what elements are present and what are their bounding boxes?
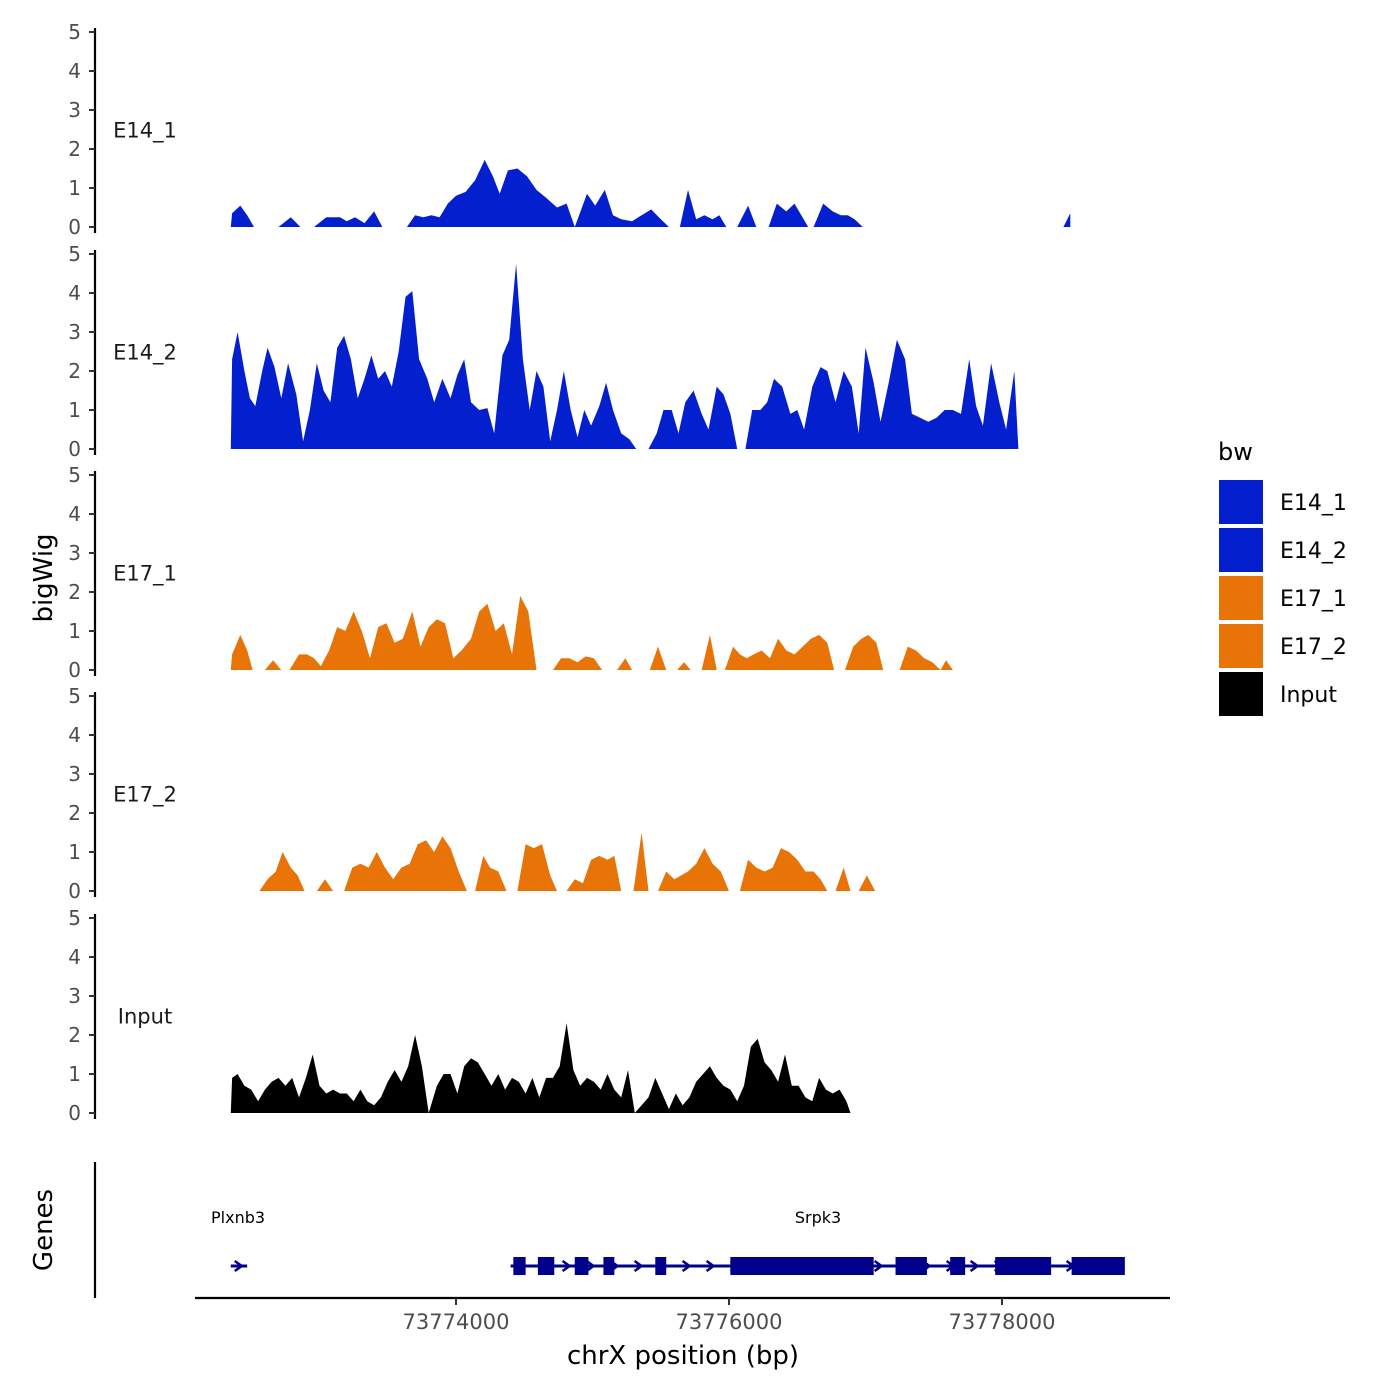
track-Input: 0 1 2 3 4 5 Input xyxy=(68,906,851,1125)
strand-arrow xyxy=(681,1259,692,1273)
strand-arrow xyxy=(705,1259,716,1273)
exon xyxy=(995,1257,1052,1275)
legend-swatch xyxy=(1219,528,1263,572)
track-E17_1: 0 1 2 3 4 5 E17_1 xyxy=(68,463,953,682)
track-E14_2: 0 1 2 3 4 5 E14_2 xyxy=(68,242,1019,461)
legend-label: Input xyxy=(1280,683,1337,708)
strand-arrow xyxy=(873,1259,884,1273)
x-axis: 73774000 73776000 73778000 xyxy=(195,1296,1170,1334)
y-tick-label: 3 xyxy=(68,320,81,344)
legend-label: E17_1 xyxy=(1280,587,1347,612)
y-tick-label: 1 xyxy=(68,1062,81,1086)
y-tick-label: 1 xyxy=(68,619,81,643)
y-tick-label: 4 xyxy=(68,723,81,747)
y-tick-label: 5 xyxy=(68,463,81,487)
y-tick-label: 3 xyxy=(68,98,81,122)
x-tick-label: 73776000 xyxy=(676,1310,783,1334)
strand-arrow xyxy=(969,1259,980,1273)
y-tick-label: 1 xyxy=(68,398,81,422)
legend-swatch xyxy=(1219,672,1263,716)
x-tick-label: 73774000 xyxy=(403,1310,510,1334)
gene-label: Plxnb3 xyxy=(211,1208,265,1227)
y-tick-label: 5 xyxy=(68,684,81,708)
y-tick-label: 0 xyxy=(68,1101,81,1125)
x-tick-label: 73778000 xyxy=(949,1310,1056,1334)
exon xyxy=(895,1257,927,1275)
y-tick-label: 4 xyxy=(68,945,81,969)
legend-label: E17_2 xyxy=(1280,635,1347,660)
exon xyxy=(730,1257,874,1275)
y-tick-label: 4 xyxy=(68,59,81,83)
y-tick-label: 3 xyxy=(68,541,81,565)
y-tick-label: 5 xyxy=(68,242,81,266)
area-E14_2 xyxy=(230,263,1019,449)
exon xyxy=(574,1257,589,1275)
y-tick-label: 3 xyxy=(68,984,81,1008)
strand-arrow xyxy=(234,1259,244,1273)
track-E14_1: 0 1 2 3 4 5 E14_1 xyxy=(68,20,1071,239)
legend-swatch xyxy=(1219,576,1263,620)
gene-label: Srpk3 xyxy=(795,1208,841,1227)
strand-arrow xyxy=(585,1259,596,1273)
area-E14_1 xyxy=(230,159,1071,227)
exon xyxy=(1071,1257,1125,1275)
x-axis-title: chrX position (bp) xyxy=(567,1341,799,1371)
y-tick-label: 0 xyxy=(68,437,81,461)
gene-Srpk3: Srpk3 xyxy=(510,1208,1125,1275)
genes-axis-title: Genes xyxy=(29,1189,59,1271)
strand-arrow xyxy=(633,1259,644,1273)
genes-panel: Plxnb3 Srpk3 xyxy=(93,1162,1125,1298)
strand-arrow xyxy=(561,1259,572,1273)
legend: bw E14_1 E14_2 E17_1 E17_2 Input xyxy=(1218,438,1347,716)
y-tick-label: 5 xyxy=(68,20,81,44)
exon xyxy=(655,1257,667,1275)
y-tick-label: 0 xyxy=(68,215,81,239)
y-axis-title: bigWig xyxy=(29,533,59,622)
y-tick-label: 5 xyxy=(68,906,81,930)
legend-label: E14_1 xyxy=(1280,491,1347,516)
signal-tracks: 0 1 2 3 4 5 E14_1 0 1 2 3 4 5 E14_2 0 1 2 3 4 5 E17_1 0 1 2 3 4 5 E… xyxy=(68,20,1071,1125)
track-label: E17_1 xyxy=(113,561,177,586)
y-tick-label: 1 xyxy=(68,840,81,864)
gene-Plxnb3: Plxnb3 xyxy=(211,1208,265,1273)
track-label: E14_2 xyxy=(113,340,177,365)
exon xyxy=(950,1257,966,1275)
y-tick-label: 0 xyxy=(68,658,81,682)
y-tick-label: 3 xyxy=(68,762,81,786)
area-E17_2 xyxy=(259,832,876,891)
area-E17_1 xyxy=(230,595,953,670)
track-label: Input xyxy=(118,1004,172,1028)
exon xyxy=(603,1257,615,1275)
y-tick-label: 4 xyxy=(68,281,81,305)
y-tick-label: 4 xyxy=(68,502,81,526)
legend-label: E14_2 xyxy=(1280,539,1347,564)
legend-swatch xyxy=(1219,480,1263,524)
y-tick-label: 2 xyxy=(68,580,81,604)
legend-swatch xyxy=(1219,624,1263,668)
y-tick-label: 2 xyxy=(68,801,81,825)
y-tick-label: 2 xyxy=(68,1023,81,1047)
track-label: E14_1 xyxy=(113,118,177,143)
exon xyxy=(513,1257,526,1275)
legend-title: bw xyxy=(1218,438,1253,466)
y-tick-label: 1 xyxy=(68,176,81,200)
y-tick-label: 2 xyxy=(68,137,81,161)
track-label: E17_2 xyxy=(113,782,177,807)
area-Input xyxy=(230,1023,851,1113)
exon xyxy=(537,1257,555,1275)
y-tick-label: 0 xyxy=(68,879,81,903)
track-E17_2: 0 1 2 3 4 5 E17_2 xyxy=(68,684,876,903)
y-tick-label: 2 xyxy=(68,359,81,383)
